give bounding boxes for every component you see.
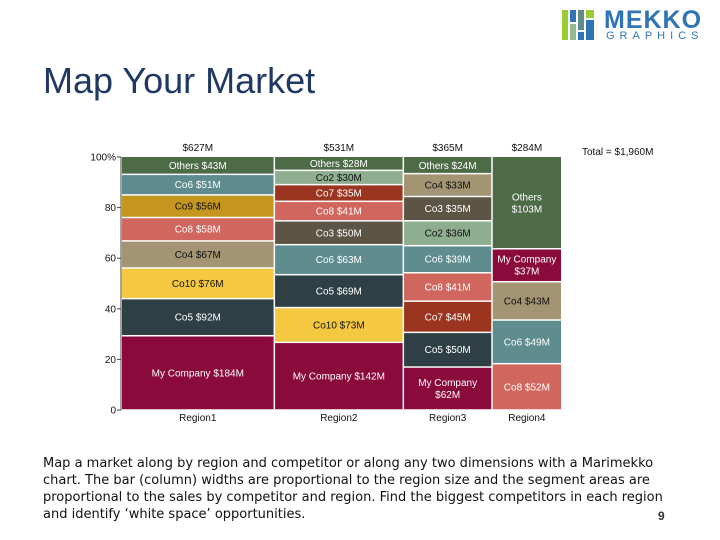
marimekko-segment <box>404 157 492 173</box>
marimekko-segment <box>404 221 492 245</box>
marimekko-segment <box>275 245 403 274</box>
marimekko-segment <box>122 157 274 174</box>
segment-label: Co10 $73M <box>313 320 365 331</box>
y-axis-tick-label: 100% <box>90 153 116 164</box>
marimekko-segment <box>492 282 561 320</box>
region-total-label: $627M <box>182 143 213 154</box>
y-axis-tick-label: 20 <box>105 355 117 366</box>
marimekko-segment <box>275 221 403 244</box>
segment-label: Co5 $69M <box>316 287 362 298</box>
segment-label: Co8 $52M <box>504 382 550 393</box>
segment-label: Co4 $43M <box>504 296 550 307</box>
marimekko-segment <box>122 195 274 217</box>
segment-label: Co2 $36M <box>425 229 471 240</box>
segment-label: Co6 $39M <box>425 255 471 266</box>
segment-label: Co4 $33M <box>425 181 471 192</box>
marimekko-segment <box>275 275 403 307</box>
marimekko-segment <box>122 299 274 336</box>
marimekko-segment <box>492 157 561 249</box>
segment-label: My Company <box>497 255 556 266</box>
marimekko-segment <box>492 320 561 363</box>
marimekko-segment <box>122 268 274 298</box>
segment-label: Co6 $51M <box>175 180 221 191</box>
marimekko-segment <box>275 343 403 410</box>
segment-label: Co2 $30M <box>316 173 362 184</box>
marimekko-segment <box>404 367 492 410</box>
slide-description: Map a market along by region and competi… <box>43 456 663 522</box>
segment-label: Co8 $58M <box>175 225 221 236</box>
chart-total-label: Total = $1,960M <box>582 147 653 158</box>
mekko-graphics-logo: MEKKO GRAPHICS <box>562 6 712 42</box>
segment-label: $62M <box>435 390 460 401</box>
marimekko-segment <box>122 241 274 268</box>
y-axis-tick-label: 40 <box>105 304 117 315</box>
segment-label: Co7 $45M <box>425 312 471 323</box>
marimekko-chart: Total = $1,960M 0 20 40 60 80 100% $627M Region… <box>90 143 653 424</box>
page-number: 9 <box>658 509 665 523</box>
region-total-label: $531M <box>324 143 355 154</box>
page-title: Map Your Market <box>43 60 316 101</box>
segment-label: $103M <box>512 204 543 215</box>
region-name-label: Region4 <box>508 413 546 424</box>
segment-label: Co8 $41M <box>425 282 471 293</box>
segment-label: Co10 $76M <box>172 279 224 290</box>
marimekko-segment <box>275 308 403 342</box>
segment-label: Co3 $50M <box>316 228 362 239</box>
region-name-label: Region2 <box>320 413 358 424</box>
logo-grid-icon <box>562 10 594 40</box>
marimekko-segment <box>122 218 274 241</box>
segment-label: Co7 $35M <box>316 188 362 199</box>
marimekko-segment <box>492 364 561 410</box>
marimekko-segment <box>492 249 561 281</box>
marimekko-segment <box>404 174 492 196</box>
marimekko-segment <box>404 301 492 332</box>
y-axis-tick-label: 80 <box>105 203 117 214</box>
marimekko-segment <box>275 202 403 221</box>
segment-label: My Company $142M <box>293 372 385 383</box>
segment-label: Co6 $63M <box>316 255 362 266</box>
region-total-label: $284M <box>512 143 543 154</box>
marimekko-segment <box>275 157 403 170</box>
marimekko-segment <box>404 333 492 367</box>
marimekko-segment <box>275 185 403 201</box>
segment-label: Others $28M <box>310 159 368 170</box>
marimekko-segment <box>122 175 274 195</box>
segment-label: Co5 $92M <box>175 313 221 324</box>
region-name-label: Region3 <box>429 413 467 424</box>
segment-label: My Company <box>418 378 477 389</box>
segment-label: Others <box>512 192 542 203</box>
marimekko-segment <box>404 273 492 301</box>
region-total-label: $365M <box>432 143 463 154</box>
segment-label: $37M <box>514 267 539 278</box>
segment-label: Others $43M <box>169 161 227 172</box>
logo-word: MEKKO <box>604 6 703 34</box>
segment-label: Co4 $67M <box>175 250 221 261</box>
marimekko-segment <box>404 197 492 221</box>
marimekko-segment <box>275 171 403 184</box>
marimekko-segment <box>122 336 274 410</box>
segment-label: My Company $184M <box>152 368 244 379</box>
marimekko-segment <box>404 246 492 273</box>
segment-label: Co9 $56M <box>175 202 221 213</box>
segment-label: Co3 $35M <box>425 204 471 215</box>
logo-subword: GRAPHICS <box>606 30 704 42</box>
segment-label: Co6 $49M <box>504 337 550 348</box>
y-axis-tick-label: 0 <box>110 406 116 417</box>
segment-label: Others $24M <box>419 161 477 172</box>
segment-label: Co5 $50M <box>425 345 471 356</box>
segment-label: Co8 $41M <box>316 207 362 218</box>
region-name-label: Region1 <box>179 413 217 424</box>
y-axis-tick-label: 60 <box>105 254 117 265</box>
